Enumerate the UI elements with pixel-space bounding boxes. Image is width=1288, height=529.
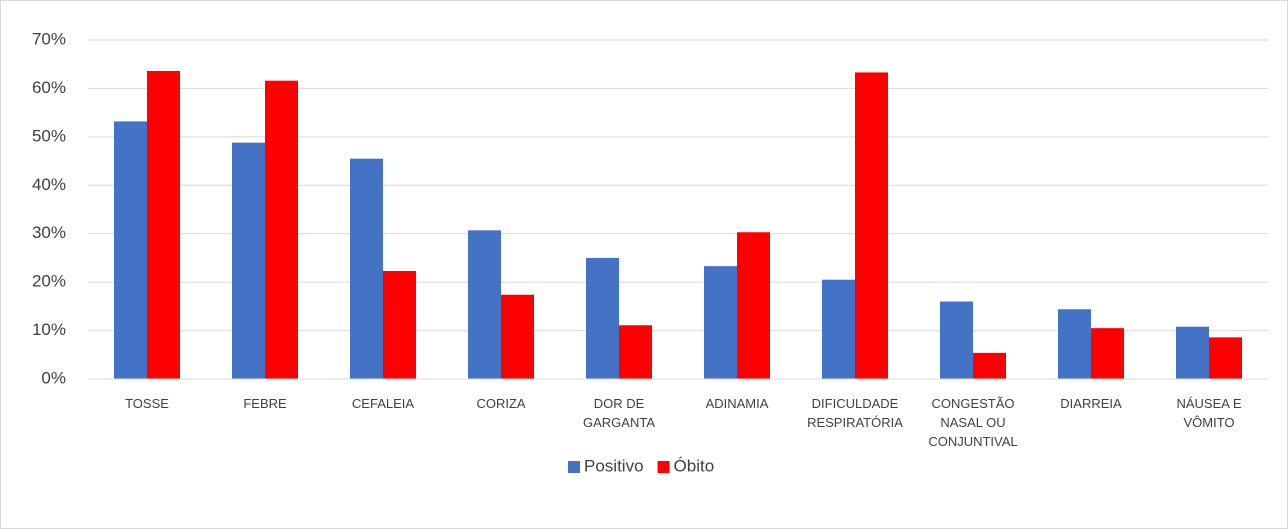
- x-tick-label: CORIZA: [476, 396, 525, 411]
- y-tick-label: 30%: [32, 223, 66, 242]
- bar: [822, 279, 855, 379]
- x-tick-label: ADINAMIA: [706, 396, 769, 411]
- y-tick-label: 20%: [32, 272, 66, 291]
- y-tick-label: 60%: [32, 78, 66, 97]
- bar: [1209, 337, 1242, 379]
- bar: [114, 121, 147, 380]
- y-tick-label: 70%: [32, 29, 66, 48]
- y-tick-label: 10%: [32, 320, 66, 339]
- x-tick-label: DIFICULDADE RESPIRATÓRIA: [807, 396, 903, 430]
- bar: [147, 70, 180, 379]
- bar: [1176, 326, 1209, 379]
- bar: [586, 257, 619, 379]
- bar: [383, 271, 416, 379]
- x-tick-label: DOR DE GARGANTA: [583, 396, 655, 430]
- x-tick-label: NÁUSEA E VÔMITO: [1176, 396, 1241, 430]
- bar: [704, 266, 737, 379]
- y-tick-label: 40%: [32, 175, 66, 194]
- x-tick-label: FEBRE: [243, 396, 287, 411]
- bar: [737, 232, 770, 379]
- x-tick-label: TOSSE: [125, 396, 169, 411]
- legend-label: Óbito: [674, 456, 715, 475]
- legend-label: Positivo: [584, 456, 644, 475]
- y-tick-label: 0%: [41, 368, 66, 387]
- bar: [619, 325, 652, 379]
- bar: [855, 72, 888, 379]
- legend-swatch: [657, 461, 670, 473]
- bar: [232, 142, 265, 379]
- x-tick-label: CEFALEIA: [352, 396, 414, 411]
- bar: [350, 158, 383, 379]
- y-tick-label: 50%: [32, 126, 66, 145]
- legend-swatch: [568, 461, 580, 473]
- bar: [973, 352, 1006, 379]
- bar: [501, 294, 534, 379]
- bar: [1091, 328, 1124, 379]
- x-tick-label: CONGESTÃO NASAL OU CONJUNTIVAL: [928, 396, 1017, 449]
- x-tick-label: DIARREIA: [1060, 396, 1122, 411]
- bar: [940, 301, 973, 379]
- bar: [265, 80, 298, 380]
- bar: [468, 230, 501, 379]
- bar: [1058, 309, 1091, 379]
